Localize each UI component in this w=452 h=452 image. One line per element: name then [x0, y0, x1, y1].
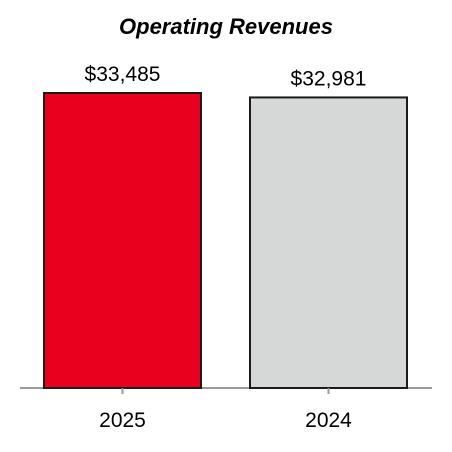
- bar-2024: [249, 96, 408, 390]
- x-tick-label-2025: 2025: [99, 409, 146, 432]
- bar-2025: [43, 92, 202, 389]
- data-label-2025: $33,485: [85, 63, 161, 86]
- data-label-2024: $32,981: [291, 67, 367, 90]
- chart-title: Operating Revenues: [119, 14, 333, 39]
- x-tick-label-2024: 2024: [305, 409, 352, 432]
